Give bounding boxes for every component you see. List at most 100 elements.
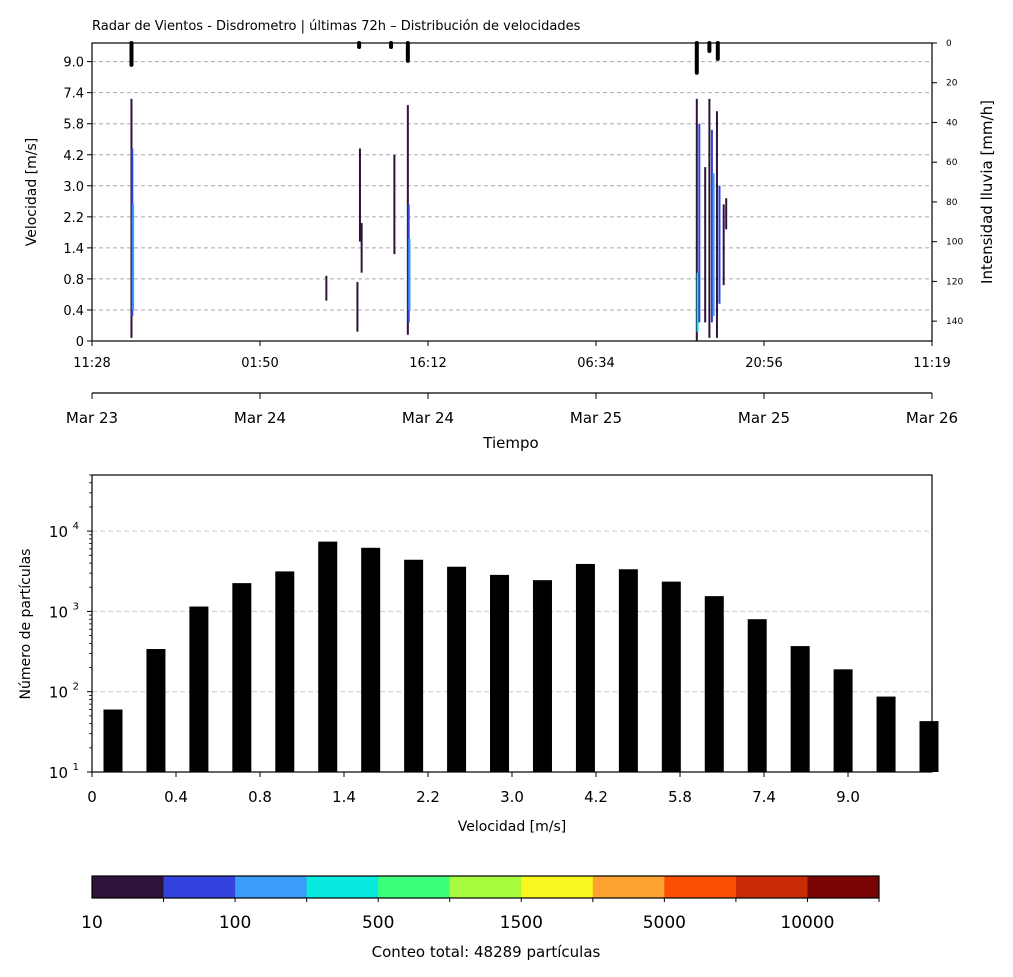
histogram-bar: [318, 541, 338, 772]
date-tick-label: Mar 23: [66, 409, 118, 427]
time-axis-label: Tiempo: [482, 434, 538, 452]
histogram-bar: [189, 606, 209, 772]
histogram-x-tick-label: 1.4: [332, 788, 356, 806]
histogram-bar: [919, 721, 939, 772]
histogram-y-tick-label: 10: [49, 684, 68, 702]
colorbar-tick-label: 100: [219, 913, 251, 933]
histogram-x-tick-label: 3.0: [500, 788, 524, 806]
histogram-bar: [833, 669, 853, 772]
histogram-bar: [275, 571, 295, 772]
heatmap-right-tick-label: 40: [946, 118, 958, 128]
histogram-bar: [361, 547, 381, 772]
date-axis: Mar 23 Mar 24 Mar 24 Mar 25 Mar 25 Mar 26: [66, 393, 958, 427]
rain-intensity-marks: [129, 41, 720, 75]
heatmap-grid: [92, 61, 932, 311]
heatmap-right-tick-label: 0: [946, 39, 952, 49]
colorbar-ticks: 10 100 500 1500 5000 10000: [81, 898, 880, 933]
time-axis: 11:28 01:50 16:12 06:34 20:56 11:19: [73, 341, 951, 371]
histogram-bar: [618, 569, 638, 772]
colorbar-tick-label: 500: [362, 913, 394, 933]
heatmap-right-tick-label: 120: [946, 277, 963, 287]
histogram-bar: [103, 709, 123, 772]
colorbar-cell: [521, 876, 594, 898]
date-tick-label: Mar 25: [738, 409, 790, 427]
time-tick-label: 06:34: [577, 356, 614, 371]
histogram-bar: [747, 619, 767, 772]
histogram-y-tick-label: 10: [49, 603, 68, 621]
histogram-x-axis: 0 0.4 0.8 1.4 2.2 3.0 4.2 5.8 7.4 9.0: [87, 772, 860, 806]
colorbar-cell: [163, 876, 236, 898]
histogram-bar: [661, 581, 681, 772]
histogram-bar: [575, 563, 595, 772]
colorbar-cell: [306, 876, 379, 898]
colorbar-tick-label: 1500: [500, 913, 543, 933]
histogram-panel: 10 1 10 2 10 3 10 4 0 0.4 0.8 1.4 2.2 3.0 4.2 5.8 7.4 9.…: [18, 474, 939, 835]
heatmap-marks: [130, 98, 728, 341]
heatmap-y-tick-label: 1.4: [63, 242, 84, 257]
heatmap-y-tick-label: 5.8: [63, 118, 84, 133]
time-tick-label: 16:12: [409, 356, 446, 371]
colorbar-tick-label: 5000: [643, 913, 686, 933]
colorbar-cell: [735, 876, 808, 898]
heatmap-y-tick-label: 2.2: [63, 211, 84, 226]
histogram-y-tick-exponent: 2: [73, 682, 79, 693]
heatmap-y-label: Velocidad [m/s]: [24, 138, 40, 247]
histogram-x-tick-label: 0.8: [248, 788, 272, 806]
histogram-y-label: Número de partículas: [18, 549, 34, 700]
colorbar-cell: [92, 876, 165, 898]
colorbar-cell: [235, 876, 308, 898]
date-tick-label: Mar 25: [570, 409, 622, 427]
histogram-bar: [704, 596, 724, 772]
colorbar-tick-label: 10000: [780, 913, 834, 933]
heatmap-title: Radar de Vientos - Disdrometro | últimas…: [92, 19, 581, 34]
histogram-x-tick-label: 2.2: [416, 788, 440, 806]
heatmap-y-tick-label: 0.4: [63, 304, 84, 319]
heatmap-y-tick-label: 3.0: [63, 180, 84, 195]
histogram-x-tick-label: 9.0: [836, 788, 860, 806]
time-tick-label: 01:50: [241, 356, 278, 371]
colorbar-cell: [664, 876, 737, 898]
heatmap-right-axis: 0 20 40 60 80 100 120 140: [932, 39, 963, 327]
histogram-x-tick-label: 5.8: [668, 788, 692, 806]
date-tick-label: Mar 26: [906, 409, 958, 427]
histogram-x-tick-label: 0: [87, 788, 97, 806]
colorbar-cell: [807, 876, 880, 898]
histogram-x-tick-label: 7.4: [752, 788, 776, 806]
histogram-x-tick-label: 4.2: [584, 788, 608, 806]
colorbar: 10 100 500 1500 5000 10000 Conteo total: 4828…: [81, 875, 880, 961]
histogram-bar: [876, 696, 896, 772]
time-tick-label: 11:28: [73, 356, 110, 371]
colorbar-cell: [592, 876, 665, 898]
colorbar-cells: [92, 876, 880, 898]
colorbar-tick-label: 10: [81, 913, 103, 933]
histogram-bar: [790, 646, 810, 772]
heatmap-y-tick-label: 0.8: [63, 273, 84, 288]
histogram-y-tick-exponent: 4: [73, 521, 79, 532]
heatmap-panel: Radar de Vientos - Disdrometro | últimas…: [24, 19, 996, 452]
histogram-y-tick-label: 10: [49, 764, 68, 782]
heatmap-right-tick-label: 100: [946, 238, 963, 248]
heatmap-right-tick-label: 20: [946, 79, 958, 89]
colorbar-cell: [449, 876, 522, 898]
histogram-bars: [103, 541, 939, 772]
heatmap-frame: [91, 42, 933, 342]
heatmap-right-tick-label: 80: [946, 198, 958, 208]
heatmap-y-tick-label: 7.4: [63, 87, 84, 102]
histogram-y-axis: 10 1 10 2 10 3 10 4: [49, 474, 92, 782]
histogram-bar: [447, 566, 467, 772]
heatmap-y-tick-label: 9.0: [63, 56, 84, 71]
heatmap-right-tick-label: 140: [946, 317, 963, 327]
date-tick-label: Mar 24: [402, 409, 454, 427]
histogram-x-label: Velocidad [m/s]: [458, 819, 567, 835]
histogram-bar: [490, 574, 510, 772]
histogram-bar: [232, 583, 252, 772]
heatmap-y-axis: 0 0.4 0.8 1.4 2.2 3.0 4.2 5.8 7.4 9.0: [63, 56, 92, 350]
histogram-bar: [146, 649, 166, 772]
colorbar-frame: [91, 875, 880, 899]
heatmap-y-tick-label: 0: [76, 335, 84, 350]
histogram-y-tick-label: 10: [49, 523, 68, 541]
time-tick-label: 20:56: [745, 356, 782, 371]
histogram-bar: [404, 559, 424, 772]
heatmap-right-label: Intensidad lluvia [mm/h]: [978, 100, 996, 284]
colorbar-cell: [378, 876, 451, 898]
